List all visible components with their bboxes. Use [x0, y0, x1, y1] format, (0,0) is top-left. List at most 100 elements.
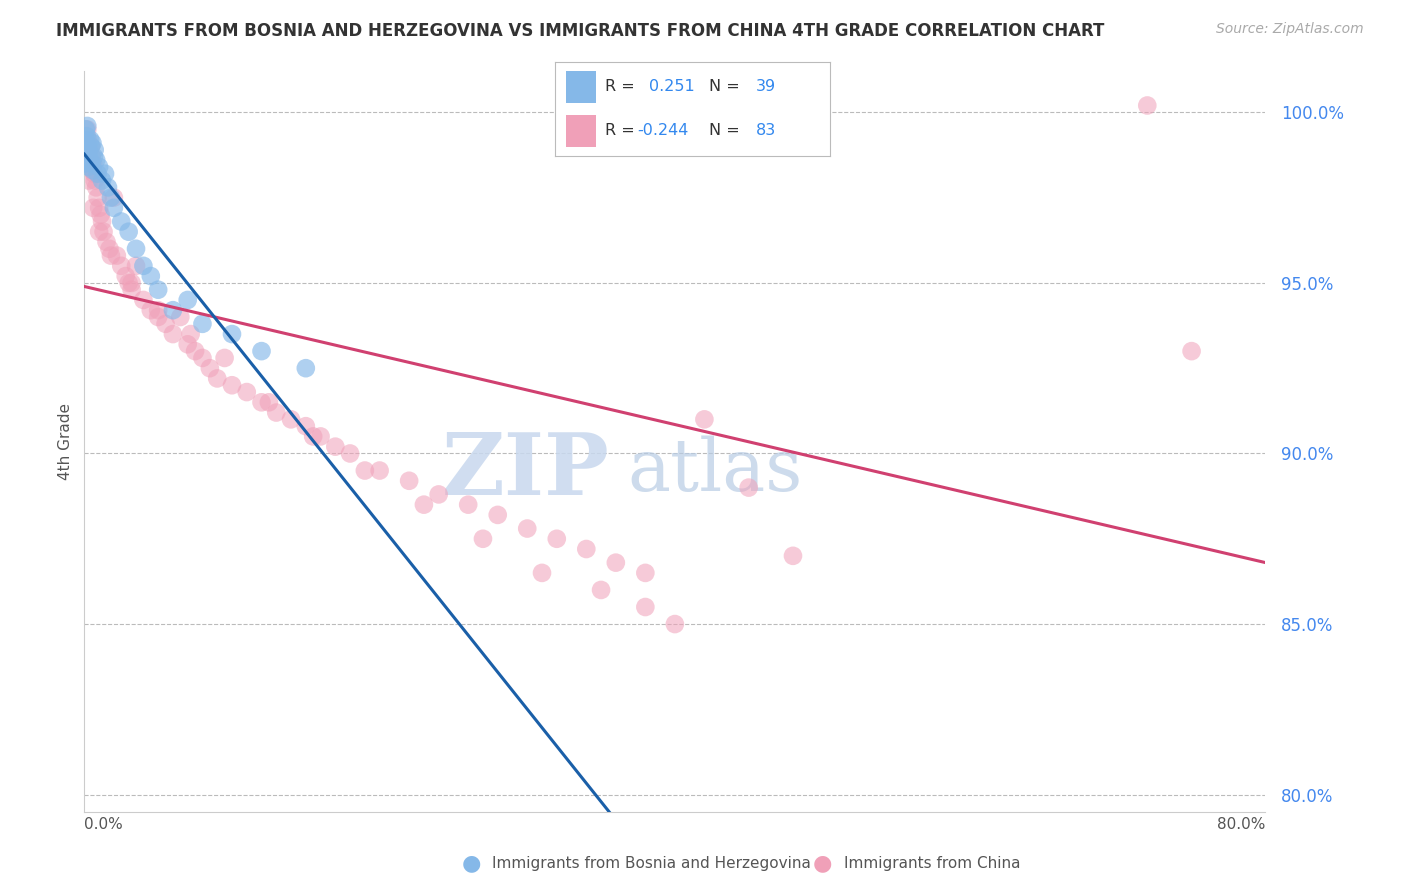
Point	[75, 122, 97, 136]
Point	[221, 327, 243, 342]
Text: ●: ●	[461, 854, 481, 873]
Text: 39: 39	[755, 79, 776, 95]
Point	[664, 617, 686, 632]
Bar	[567, 70, 596, 103]
Point	[162, 303, 184, 318]
Point	[198, 361, 221, 376]
Point	[139, 303, 162, 318]
Point	[82, 136, 104, 150]
Point	[79, 132, 101, 146]
Text: R =: R =	[605, 79, 634, 95]
Point	[80, 156, 103, 170]
Text: atlas: atlas	[627, 436, 803, 507]
Point	[79, 153, 101, 167]
Point	[87, 201, 111, 215]
Text: Immigrants from China: Immigrants from China	[844, 856, 1021, 871]
Point	[75, 139, 97, 153]
Point	[84, 153, 107, 167]
Point	[605, 556, 627, 570]
Point	[91, 173, 114, 187]
Point	[83, 150, 105, 164]
Point	[1180, 344, 1202, 359]
Point	[591, 582, 613, 597]
Point	[634, 600, 657, 615]
Text: IMMIGRANTS FROM BOSNIA AND HERZEGOVINA VS IMMIGRANTS FROM CHINA 4TH GRADE CORREL: IMMIGRANTS FROM BOSNIA AND HERZEGOVINA V…	[56, 22, 1105, 40]
Point	[782, 549, 804, 563]
Point	[398, 474, 420, 488]
Point	[82, 163, 104, 178]
Y-axis label: 4th Grade: 4th Grade	[58, 403, 73, 480]
Point	[76, 122, 98, 136]
Point	[516, 522, 538, 536]
Point	[75, 132, 97, 146]
Point	[103, 191, 125, 205]
Point	[82, 156, 104, 170]
Point	[132, 293, 155, 307]
Point	[531, 566, 554, 580]
Point	[77, 160, 100, 174]
Point	[98, 242, 121, 256]
Point	[280, 412, 302, 426]
Point	[155, 317, 177, 331]
Point	[77, 153, 100, 167]
Text: -0.244: -0.244	[638, 123, 689, 138]
Point	[295, 361, 318, 376]
Point	[83, 173, 105, 187]
Point	[457, 498, 479, 512]
Point	[94, 167, 117, 181]
Point	[148, 303, 170, 318]
Point	[118, 276, 141, 290]
Point	[162, 327, 184, 342]
Point	[693, 412, 716, 426]
Point	[110, 259, 132, 273]
Point	[75, 139, 97, 153]
Point	[125, 259, 148, 273]
Point	[309, 429, 332, 443]
Point	[93, 225, 115, 239]
Point	[84, 180, 107, 194]
Point	[250, 395, 273, 409]
Text: N =: N =	[709, 79, 740, 95]
Point	[302, 429, 325, 443]
Point	[76, 143, 98, 157]
Point	[80, 139, 103, 153]
Point	[121, 276, 143, 290]
Point	[235, 385, 259, 400]
Text: Source: ZipAtlas.com: Source: ZipAtlas.com	[1216, 22, 1364, 37]
Bar	[567, 115, 596, 147]
Point	[91, 214, 114, 228]
Point	[546, 532, 568, 546]
Point	[82, 163, 104, 178]
Point	[180, 327, 202, 342]
Point	[83, 143, 105, 157]
Point	[77, 150, 100, 164]
Text: 80.0%: 80.0%	[1218, 817, 1265, 832]
Point	[100, 249, 122, 263]
Point	[100, 191, 122, 205]
Point	[472, 532, 495, 546]
Point	[80, 150, 103, 164]
Point	[75, 156, 97, 170]
Point	[105, 249, 128, 263]
Point	[148, 310, 170, 324]
Point	[76, 119, 98, 133]
Text: 0.251: 0.251	[648, 79, 695, 95]
Point	[191, 351, 214, 365]
Point	[634, 566, 657, 580]
Point	[97, 180, 120, 194]
Point	[87, 160, 111, 174]
Point	[76, 129, 98, 144]
Point	[86, 191, 108, 205]
Point	[221, 378, 243, 392]
Point	[250, 344, 273, 359]
Point	[354, 464, 377, 478]
Point	[132, 259, 155, 273]
Point	[257, 395, 280, 409]
Point	[103, 201, 125, 215]
Point	[1136, 98, 1159, 112]
Point	[90, 208, 112, 222]
Point	[738, 481, 761, 495]
Text: ZIP: ZIP	[441, 429, 610, 513]
Text: R =: R =	[605, 123, 634, 138]
Point	[191, 317, 214, 331]
